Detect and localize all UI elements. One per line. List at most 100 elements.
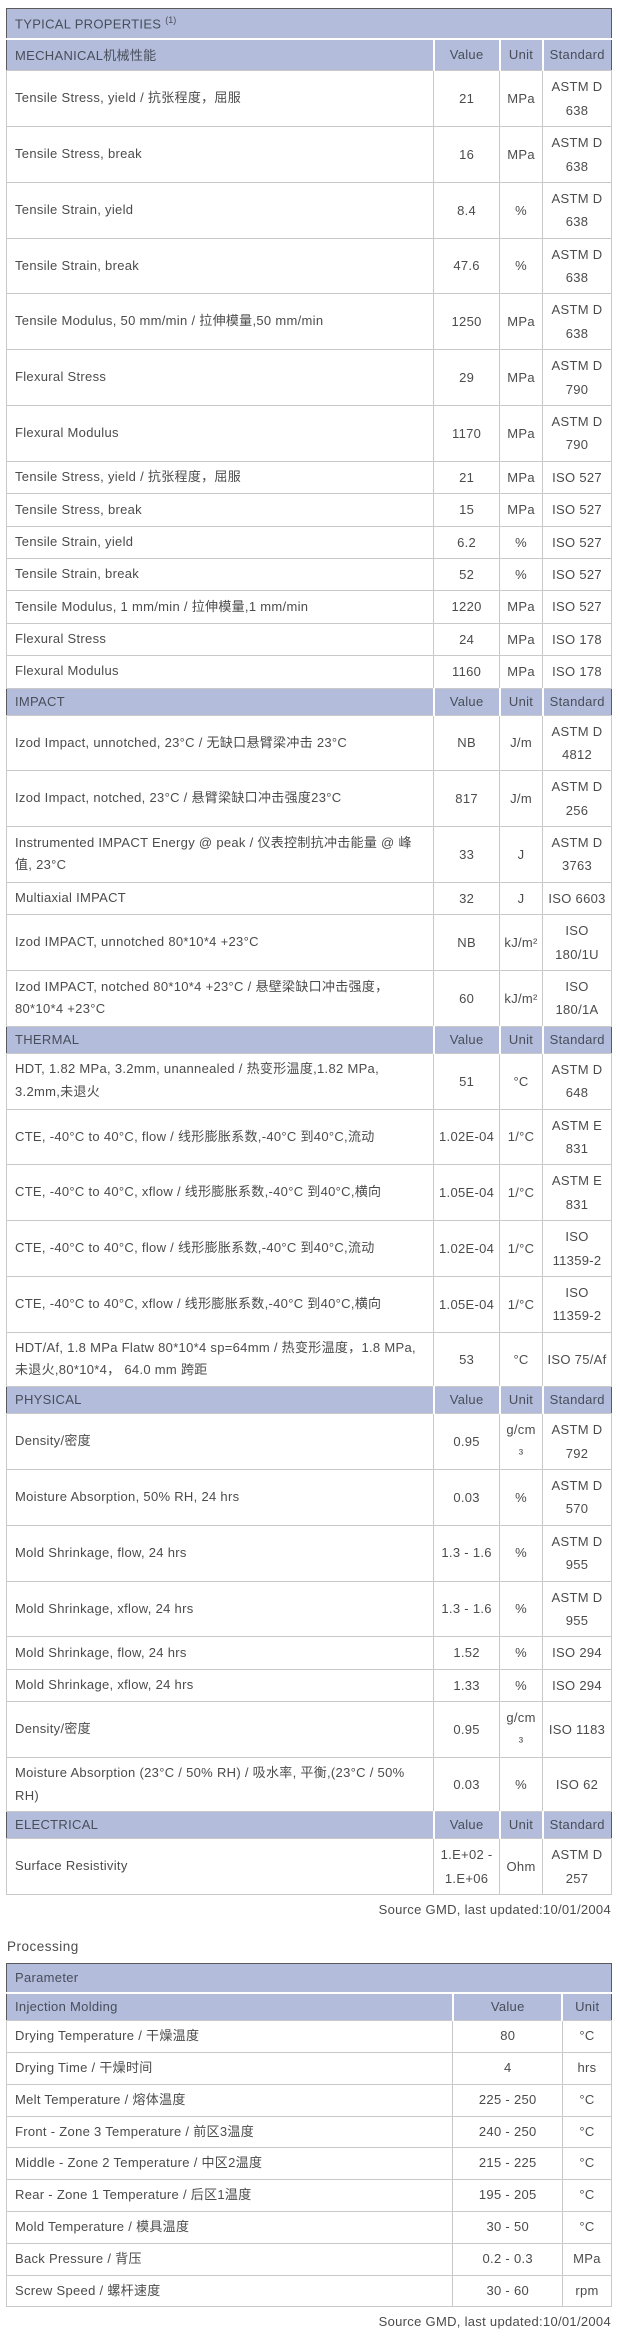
- typical-properties-title-row: TYPICAL PROPERTIES (1): [6, 8, 612, 41]
- unit-cell: %: [499, 1580, 544, 1638]
- value-cell: 1.33: [433, 1668, 501, 1703]
- typical-properties-title: TYPICAL PROPERTIES (1): [6, 8, 612, 41]
- property-name-cell: Mold Shrinkage, flow, 24 hrs: [5, 1636, 435, 1670]
- property-name-cell: Flexural Modulus: [5, 655, 435, 689]
- property-name-cell: CTE, -40°C to 40°C, xflow / 线形膨胀系数,-40°C…: [5, 1275, 435, 1333]
- parameter-row: Drying Time / 干燥时间 4 hrs: [5, 2052, 613, 2085]
- parameter-name-cell: Back Pressure / 背压: [5, 2242, 454, 2276]
- parameter-name-cell: Screw Speed / 螺杆速度: [5, 2274, 454, 2308]
- standard-cell: ISO 294: [542, 1636, 612, 1670]
- parameter-row: Back Pressure / 背压 0.2 - 0.3 MPa: [5, 2242, 613, 2276]
- standard-cell: ASTM D 638: [542, 181, 612, 239]
- unit-cell: Ohm: [499, 1838, 544, 1896]
- property-row: Instrumented IMPACT Energy @ peak / 仪表控制…: [5, 826, 612, 883]
- column-header-value: Value: [432, 688, 500, 716]
- standard-cell: ASTM D 955: [542, 1524, 612, 1582]
- value-cell: 1.E+02 - 1.E+06: [433, 1838, 501, 1896]
- property-row: Tensile Strain, yield 6.2% ISO 527: [5, 525, 612, 559]
- unit-cell: MPa: [499, 622, 544, 657]
- property-name-cell: Flexural Stress: [5, 622, 435, 657]
- unit-cell: °C: [561, 2083, 613, 2117]
- unit-cell: 1/°C: [499, 1164, 544, 1222]
- value-cell: 0.03: [433, 1756, 501, 1813]
- unit-cell: °C: [561, 2147, 613, 2181]
- property-name-cell: Tensile Modulus, 50 mm/min / 拉伸模量,50 mm/…: [5, 293, 435, 351]
- property-name-cell: Flexural Stress: [5, 349, 435, 407]
- value-cell: 30 - 50: [452, 2210, 563, 2244]
- unit-cell: J/m: [499, 714, 544, 772]
- column-header-unit: Unit: [498, 1026, 543, 1054]
- parameter-name-cell: Drying Time / 干燥时间: [5, 2052, 454, 2085]
- standard-cell: ISO 75/Af: [542, 1331, 612, 1388]
- section-header-row-mechanical: MECHANICAL机械性能 Value Unit Standard: [6, 39, 612, 72]
- column-header-standard: Standard: [541, 1026, 612, 1054]
- column-header-standard: Standard: [541, 1811, 612, 1840]
- parameter-name-cell: Melt Temperature / 熔体温度: [5, 2083, 454, 2117]
- value-cell: 1160: [433, 655, 501, 689]
- property-name-cell: Izod IMPACT, unnotched 80*10*4 +23°C: [5, 914, 435, 972]
- parameter-name-cell: Drying Temperature / 干燥温度: [5, 2020, 454, 2053]
- standard-cell: ASTM D 3763: [542, 826, 612, 883]
- property-row: Multiaxial IMPACT 32 J ISO 6603: [5, 881, 612, 916]
- value-cell: 215 - 225: [452, 2147, 563, 2181]
- unit-cell: MPa: [499, 126, 544, 183]
- unit-cell: J: [499, 826, 544, 883]
- column-header-unit: Unit: [561, 1993, 612, 2022]
- standard-cell: ISO 527: [542, 557, 612, 592]
- property-name-cell: Tensile Stress, break: [5, 126, 435, 183]
- section-label-thermal: THERMAL: [6, 1026, 434, 1054]
- property-row: Izod Impact, notched, 23°C / 悬臂梁缺口冲击强度23…: [5, 770, 612, 828]
- property-name-cell: Izod Impact, notched, 23°C / 悬臂梁缺口冲击强度23…: [5, 770, 435, 828]
- parameter-name-cell: Mold Temperature / 模具温度: [5, 2210, 454, 2244]
- parameter-row: Mold Temperature / 模具温度 30 - 50 °C: [5, 2210, 613, 2244]
- standard-cell: ISO 11359-2: [542, 1220, 612, 1277]
- property-name-cell: HDT, 1.82 MPa, 3.2mm, unannealed / 热变形温度…: [5, 1052, 435, 1110]
- unit-cell: °C: [561, 2179, 613, 2212]
- unit-cell: MPa: [499, 405, 544, 462]
- section-header-row-thermal: THERMAL Value Unit Standard: [6, 1026, 612, 1054]
- value-cell: 16: [433, 126, 501, 183]
- standard-cell: ASTM D 257: [542, 1838, 612, 1896]
- unit-cell: hrs: [561, 2052, 613, 2085]
- value-cell: 21: [433, 70, 501, 128]
- property-name-cell: Mold Shrinkage, xflow, 24 hrs: [5, 1668, 435, 1703]
- property-row: Tensile Stress, yield / 抗张程度，屈服 21 MPa ISO …: [5, 460, 612, 495]
- unit-cell: °C: [561, 2020, 613, 2053]
- value-cell: 52: [433, 557, 501, 592]
- property-row: Izod Impact, unnotched, 23°C / 无缺口悬臂梁冲击 …: [5, 714, 612, 772]
- property-row: Izod IMPACT, unnotched 80*10*4 +23°C NB kJ…: [5, 914, 612, 972]
- value-cell: 80: [452, 2020, 563, 2053]
- property-row: Flexural Stress 24 MPa ISO 178: [5, 622, 612, 657]
- standard-cell: ISO 527: [542, 590, 612, 624]
- column-header-value: Value: [432, 1386, 500, 1415]
- value-cell: 51: [433, 1052, 501, 1110]
- value-cell: 1.05E-04: [433, 1164, 501, 1222]
- property-row: Moisture Absorption (23°C / 50% RH) / 吸水…: [5, 1756, 612, 1813]
- value-cell: 32: [433, 881, 501, 916]
- property-name-cell: Tensile Stress, yield / 抗张程度，屈服: [5, 70, 435, 128]
- section-label-impact: IMPACT: [6, 688, 434, 716]
- property-row: Tensile Modulus, 1 mm/min / 拉伸模量,1 mm/mi…: [5, 590, 612, 624]
- unit-cell: J: [499, 881, 544, 916]
- standard-cell: ASTM D 790: [542, 349, 612, 407]
- standard-cell: ASTM D 792: [542, 1413, 612, 1471]
- unit-cell: °C: [499, 1052, 544, 1110]
- standard-cell: ISO 527: [542, 525, 612, 559]
- parameter-title: Parameter: [6, 1963, 612, 1995]
- unit-cell: %: [499, 1668, 544, 1703]
- standard-cell: ASTM E 831: [542, 1108, 612, 1166]
- column-header-value: Value: [432, 1811, 500, 1840]
- standard-cell: ISO 527: [542, 460, 612, 495]
- standard-cell: ASTM D 648: [542, 1052, 612, 1110]
- value-cell: 195 - 205: [452, 2179, 563, 2212]
- property-name-cell: Flexural Modulus: [5, 405, 435, 462]
- value-cell: 15: [433, 493, 501, 527]
- property-name-cell: HDT/Af, 1.8 MPa Flatw 80*10*4 sp=64mm / …: [5, 1331, 435, 1388]
- property-name-cell: Mold Shrinkage, flow, 24 hrs: [5, 1524, 435, 1582]
- value-cell: 21: [433, 460, 501, 495]
- value-cell: 30 - 60: [452, 2274, 563, 2308]
- property-name-cell: Tensile Stress, break: [5, 493, 435, 527]
- property-row: Density/密度 0.95 g/cm³ ASTM D 792: [5, 1413, 612, 1471]
- column-header-value: Value: [432, 39, 500, 72]
